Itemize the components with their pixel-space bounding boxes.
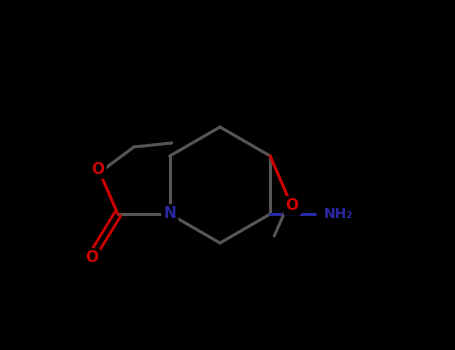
Text: NH₂: NH₂ — [324, 207, 354, 221]
Text: O: O — [91, 161, 104, 176]
Text: N: N — [163, 206, 176, 222]
Text: O: O — [286, 198, 299, 214]
Text: O: O — [85, 251, 98, 266]
